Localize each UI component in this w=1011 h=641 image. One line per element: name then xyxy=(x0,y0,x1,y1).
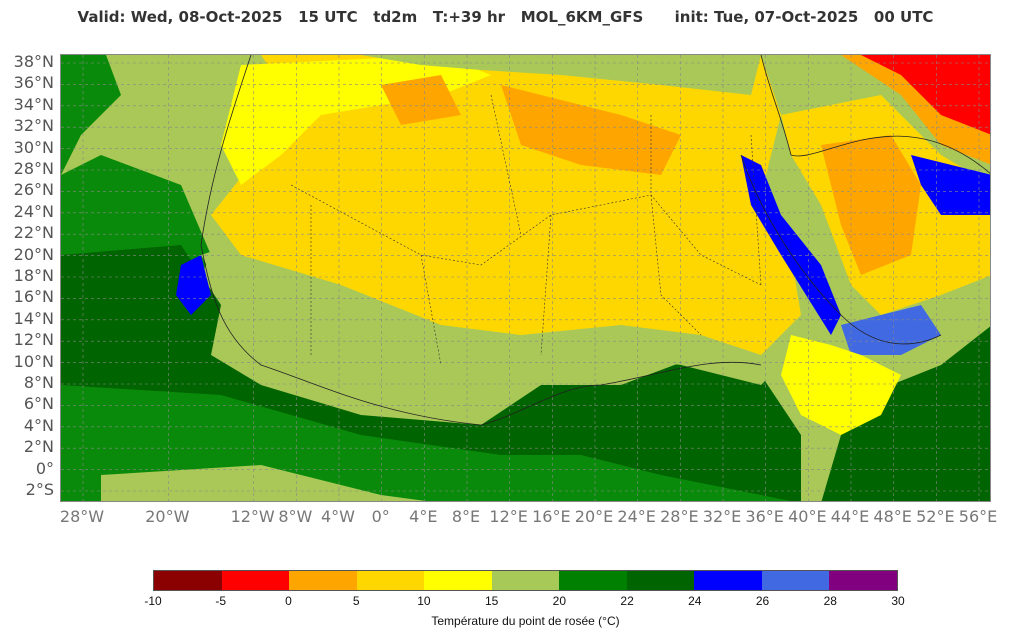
lat-label: 16°N xyxy=(13,287,54,307)
senegal-coast-field xyxy=(176,255,211,315)
map-title: Valid: Wed, 08-Oct-2025 15 UTC td2m T:+3… xyxy=(77,8,934,26)
colorbar-tick: 30 xyxy=(891,594,905,608)
lat-label: 26°N xyxy=(13,180,54,200)
lat-label: 28°N xyxy=(13,159,54,178)
colorbar xyxy=(153,570,898,591)
lat-label: 8°N xyxy=(23,373,54,392)
lat-label: 14°N xyxy=(13,308,54,328)
colorbar-segment xyxy=(356,571,425,590)
lat-label: 10°N xyxy=(13,351,54,371)
dewpoint-map[interactable] xyxy=(60,54,991,502)
colorbar-tick: 22 xyxy=(620,594,634,608)
lon-label: 12°W xyxy=(230,507,275,526)
gulf-of-aden-field xyxy=(841,305,941,355)
colorbar-segment xyxy=(491,571,560,590)
lon-label: 48°E xyxy=(873,507,912,526)
colorbar-segment xyxy=(829,571,898,590)
libya-dry-field xyxy=(501,85,681,175)
colorbar-segment xyxy=(424,571,492,590)
lon-label: 36°E xyxy=(745,507,784,526)
lat-label: 20°N xyxy=(13,244,54,264)
colorbar-tick: 10 xyxy=(417,594,431,608)
lat-label: 6°N xyxy=(23,394,54,414)
graticule xyxy=(61,55,990,501)
lon-label: 12°E xyxy=(489,507,528,526)
lat-label: 38°N xyxy=(13,52,54,71)
colorbar-tick: -10 xyxy=(144,594,162,608)
colorbar-segment xyxy=(626,571,695,590)
algeria-dry-field xyxy=(381,75,461,125)
lon-label: 8°W xyxy=(278,507,313,526)
colorbar-tick: 20 xyxy=(552,594,567,608)
lat-label: 30°N xyxy=(13,137,54,157)
lon-label: 16°E xyxy=(532,507,571,526)
colorbar-tick: 5 xyxy=(352,594,360,608)
colorbar-segment xyxy=(761,571,830,590)
lat-label: 32°N xyxy=(13,116,54,136)
lon-label: 8°E xyxy=(451,507,481,526)
colorbar-tick: 24 xyxy=(688,594,702,608)
lat-label: 18°N xyxy=(13,266,54,285)
lon-label: 44°E xyxy=(830,507,870,526)
colorbar-label: Température du point de rosée (°C) xyxy=(431,614,620,628)
lat-label: 24°N xyxy=(13,201,54,221)
lon-label: 32°E xyxy=(702,507,742,526)
colorbar-tick: 0 xyxy=(285,594,292,608)
sahel-field xyxy=(201,235,801,385)
colorbar-segment xyxy=(289,571,357,590)
country-borders xyxy=(290,94,762,366)
persian-gulf-field xyxy=(911,155,990,215)
indian-ocean-field xyxy=(821,326,990,501)
lat-label: 2°N xyxy=(23,437,54,457)
lon-label: 28°E xyxy=(660,507,699,526)
lat-label: 4°N xyxy=(23,415,54,435)
iran-very-dry-field xyxy=(861,55,990,135)
coastlines xyxy=(200,55,990,426)
lon-label: 24°E xyxy=(617,507,656,526)
red-sea-field xyxy=(741,155,841,335)
colorbar-segment xyxy=(694,571,762,590)
colorbar-tick: -5 xyxy=(215,594,227,608)
lon-label: 52°E xyxy=(916,507,955,526)
lon-label: 4°W xyxy=(321,507,355,526)
lon-label: 20°E xyxy=(574,507,614,526)
lon-label: 20°W xyxy=(145,507,190,526)
colorbar-tick: 26 xyxy=(755,594,770,608)
lat-label: 36°N xyxy=(13,73,54,93)
south-atlantic-field xyxy=(101,465,426,501)
lat-label: 2°S xyxy=(25,480,54,499)
colorbar-segment xyxy=(154,571,222,590)
lat-label: 12°N xyxy=(13,330,54,350)
lon-label: 0° xyxy=(371,507,390,526)
colorbar-segment xyxy=(221,571,290,590)
lat-label: 22°N xyxy=(13,223,54,243)
lat-label: 34°N xyxy=(13,94,54,114)
map-canvas xyxy=(61,55,990,501)
lon-label: 28°W xyxy=(59,507,105,526)
lon-label: 56°E xyxy=(958,507,998,526)
lon-label: 40°E xyxy=(788,507,827,526)
colorbar-tick: 28 xyxy=(823,594,837,608)
colorbar-tick: 15 xyxy=(484,594,499,608)
lat-label: 0° xyxy=(35,458,54,478)
mediterranean-field xyxy=(361,55,761,95)
lon-label: 4°E xyxy=(409,507,438,526)
atlantic-north-field xyxy=(61,55,121,175)
colorbar-segment xyxy=(559,571,627,590)
horn-field xyxy=(781,335,901,435)
